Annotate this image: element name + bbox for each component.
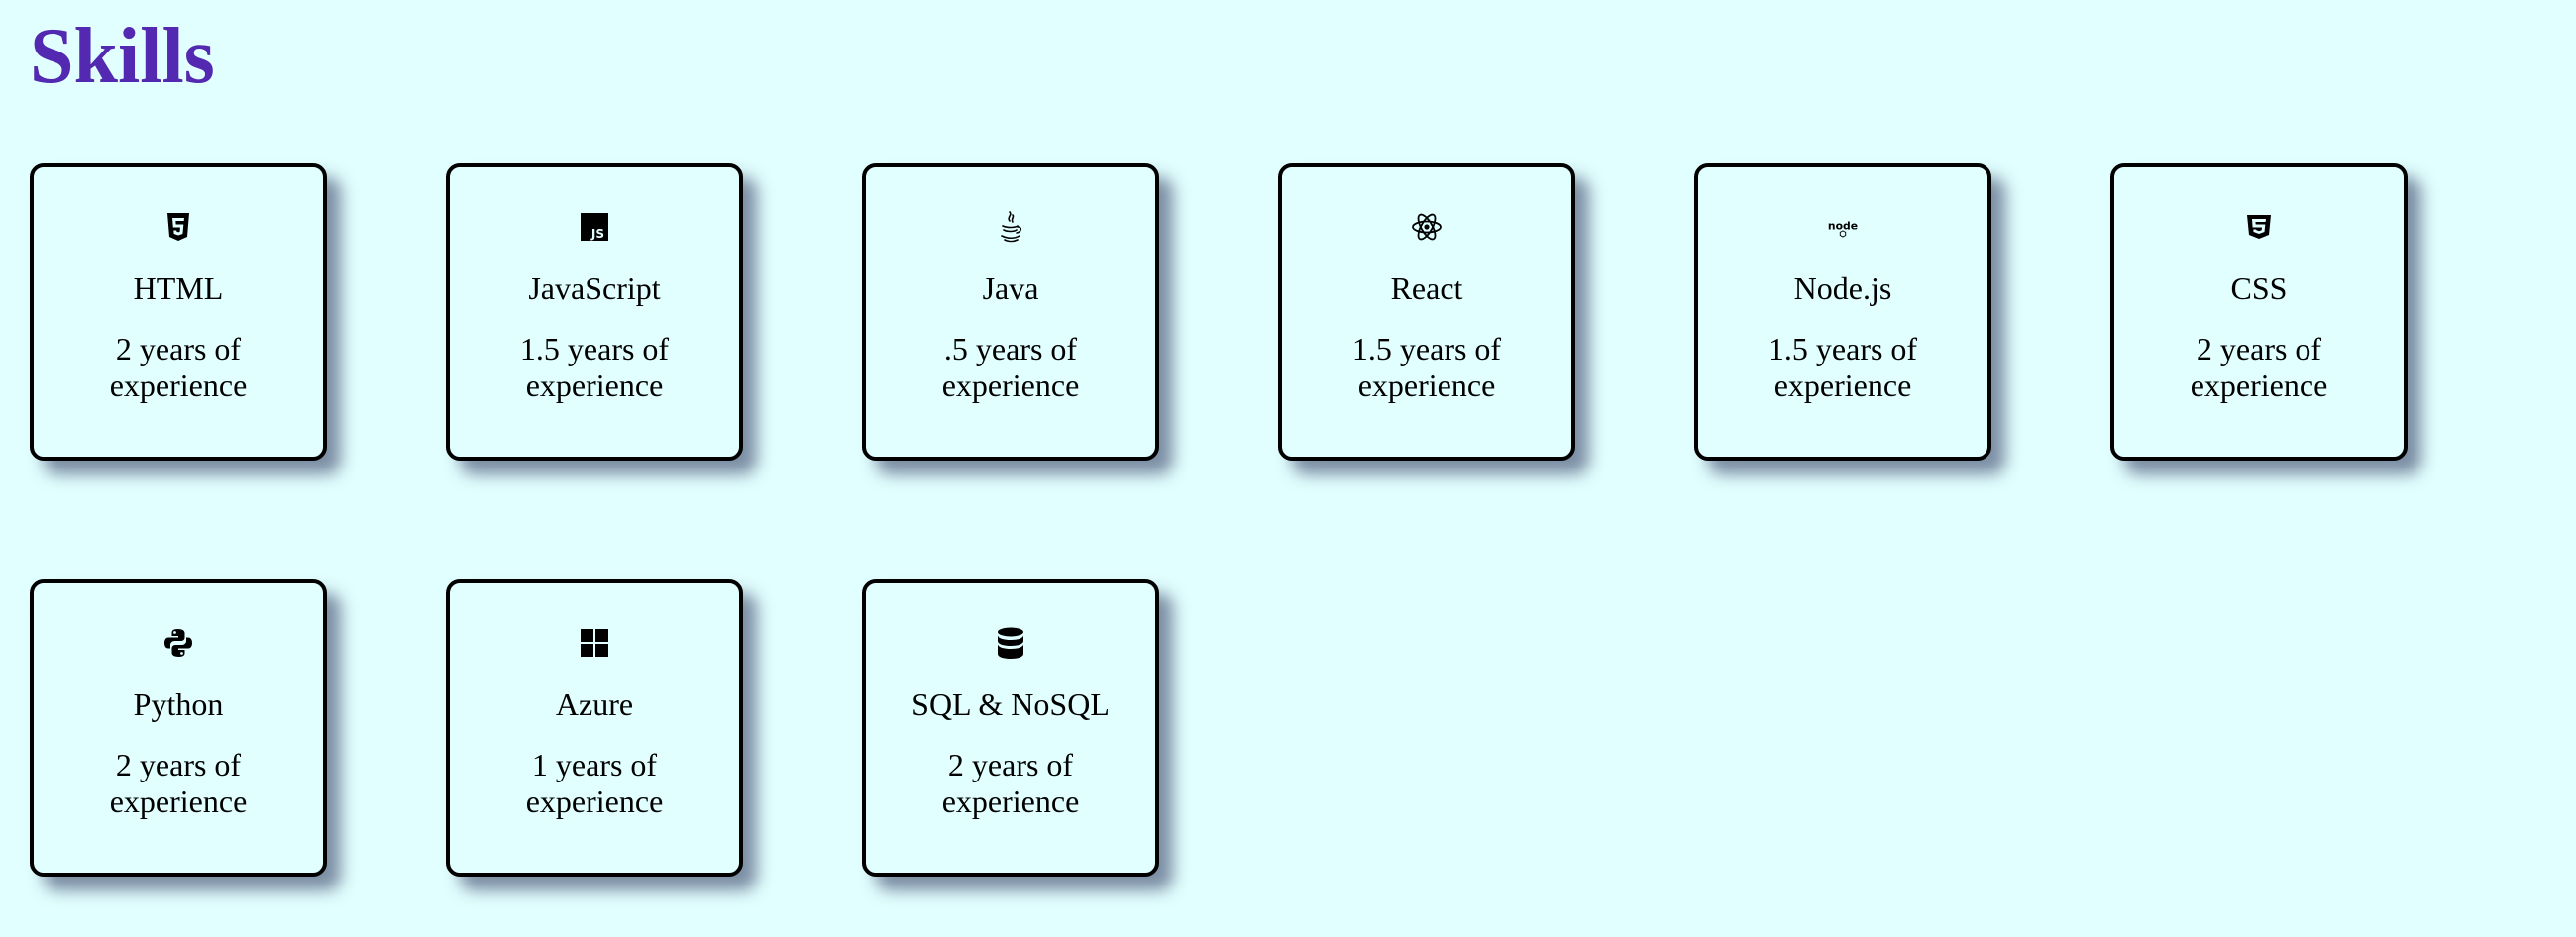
skill-experience: 1.5 years of experience (1768, 331, 1918, 403)
page-title: Skills (30, 13, 215, 100)
svg-text:JS: JS (590, 227, 604, 241)
java-icon (994, 210, 1027, 244)
skill-name: React (1390, 270, 1463, 306)
skill-name: SQL & NoSQL (912, 686, 1110, 722)
skill-card-java: Java .5 years of experience (862, 163, 1159, 461)
html5-icon (161, 210, 195, 244)
skill-name: Java (982, 270, 1039, 306)
skill-experience: .5 years of experience (941, 331, 1080, 403)
skill-experience: 1.5 years of experience (1351, 331, 1502, 403)
skill-name: Node.js (1793, 270, 1892, 306)
react-icon (1410, 210, 1444, 244)
skill-card-html: HTML 2 years of experience (30, 163, 327, 461)
javascript-icon: JS (578, 210, 611, 244)
svg-text:node: node (1828, 219, 1858, 232)
skill-experience: 2 years of experience (109, 331, 248, 403)
skill-card-python: Python 2 years of experience (30, 579, 327, 877)
skill-card-react: React 1.5 years of experience (1278, 163, 1575, 461)
python-icon (161, 626, 195, 660)
azure-icon (578, 626, 611, 660)
skill-experience: 1.5 years of experience (519, 331, 670, 403)
skill-name: CSS (2230, 270, 2288, 306)
nodejs-icon: node (1826, 210, 1860, 244)
skill-experience: 2 years of experience (2190, 331, 2328, 403)
skill-card-azure: Azure 1 years of experience (446, 579, 743, 877)
skill-card-css: CSS 2 years of experience (2110, 163, 2408, 461)
skill-name: JavaScript (528, 270, 661, 306)
skill-experience: 1 years of experience (525, 747, 664, 819)
skill-card-javascript: JS JavaScript 1.5 years of experience (446, 163, 743, 461)
skill-card-nodejs: node Node.js 1.5 years of experience (1694, 163, 1991, 461)
skill-name: Azure (555, 686, 634, 722)
skill-card-sql-nosql: SQL & NoSQL 2 years of experience (862, 579, 1159, 877)
skill-experience: 2 years of experience (109, 747, 248, 819)
css3-icon (2242, 210, 2276, 244)
skill-experience: 2 years of experience (941, 747, 1080, 819)
skills-grid: HTML 2 years of experience JS JavaScript… (30, 163, 2408, 877)
database-icon (994, 626, 1027, 660)
skill-name: HTML (133, 270, 224, 306)
skill-name: Python (133, 686, 224, 722)
